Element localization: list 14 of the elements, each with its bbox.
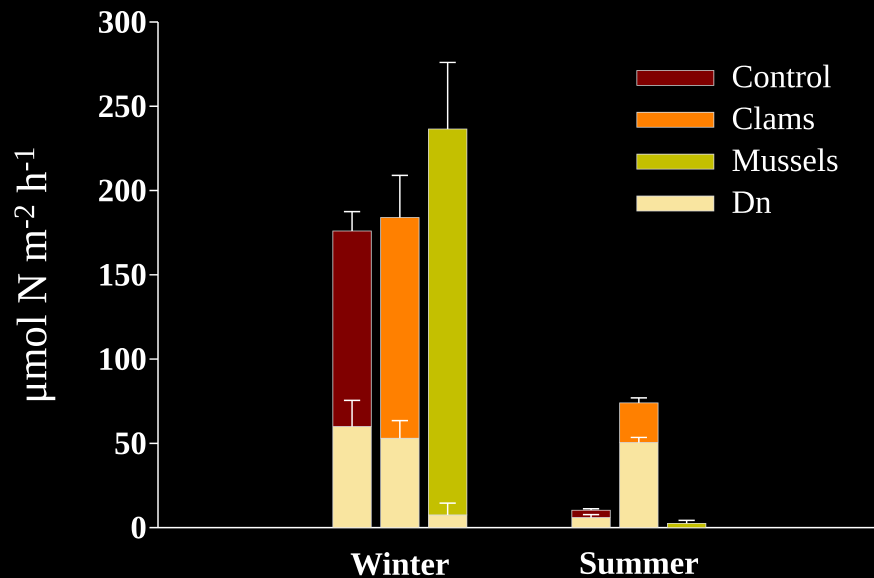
y-tick-label: 150 xyxy=(100,264,146,286)
legend-label: Dn xyxy=(732,191,771,213)
x-tick-label: Winter xyxy=(350,552,449,576)
legend-label: Control xyxy=(732,64,831,88)
y-tick-label: 50 xyxy=(115,432,146,454)
legend-label: Mussels xyxy=(732,148,838,172)
y-tick-label: 200 xyxy=(99,180,146,202)
y-tick-label: 300 xyxy=(98,10,146,34)
y-axis-title: μmol N m$^{-2}$ h$^{-1}$ xyxy=(14,148,56,400)
y-tick-label: 100 xyxy=(100,348,146,370)
x-tick-label: Summer xyxy=(580,552,698,574)
legend-label: Clams xyxy=(732,106,814,130)
y-tick-label: 250 xyxy=(99,95,146,118)
y-tick-label: 0 xyxy=(132,516,146,539)
